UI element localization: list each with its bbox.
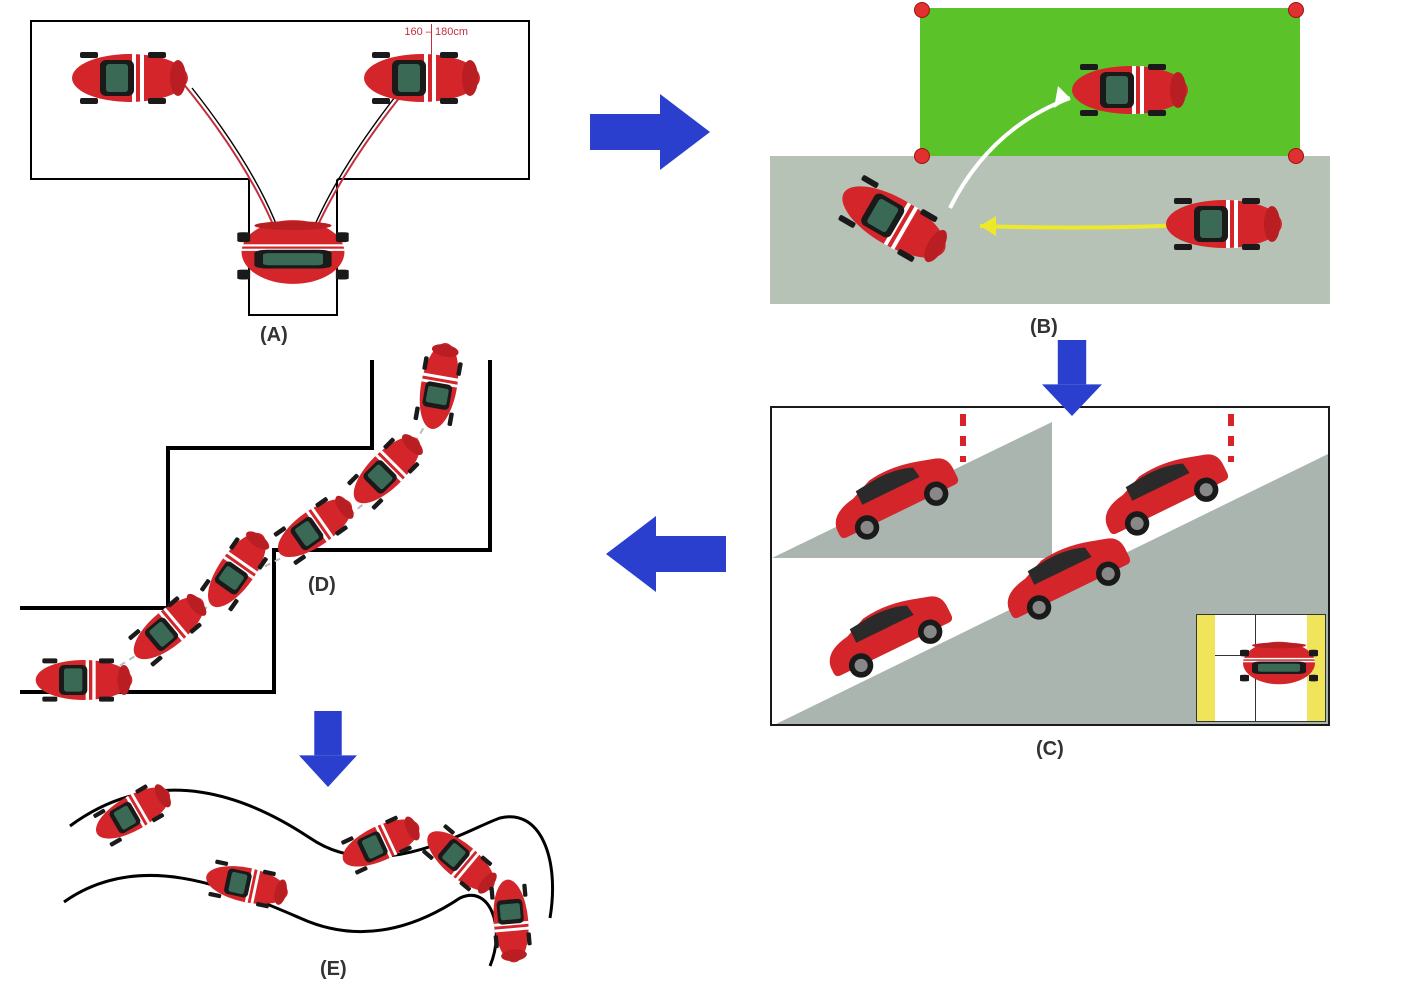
panel-d-car-6: [34, 656, 134, 704]
panel-a-car-bottom: [233, 219, 353, 285]
label-e: (E): [320, 958, 347, 981]
panel-b-paths: [770, 8, 1330, 304]
panel-d: [20, 360, 580, 700]
flow-arrow-b-c: [1042, 340, 1102, 416]
panel-b-car-right: [1164, 196, 1284, 252]
flow-arrow-c-d: [606, 516, 726, 592]
panel-a-car-right: [362, 50, 482, 106]
panel-c-inset-car: [1237, 641, 1321, 685]
panel-c-inset: [1196, 614, 1326, 722]
panel-a-car-left: [70, 50, 190, 106]
label-d: (D): [308, 574, 336, 597]
panel-e-car-5: [486, 876, 535, 965]
panel-e: [70, 778, 590, 968]
panel-c: [770, 406, 1330, 726]
label-b: (B): [1030, 316, 1058, 339]
flow-arrow-a-b: [590, 94, 710, 170]
panel-b-car-parked: [1070, 62, 1190, 118]
label-a: (A): [260, 324, 288, 347]
flow-arrow-d-e: [299, 711, 357, 787]
panel-b: [770, 8, 1330, 304]
panel-a: 160 – 180cm: [30, 20, 530, 180]
label-c: (C): [1036, 738, 1064, 761]
